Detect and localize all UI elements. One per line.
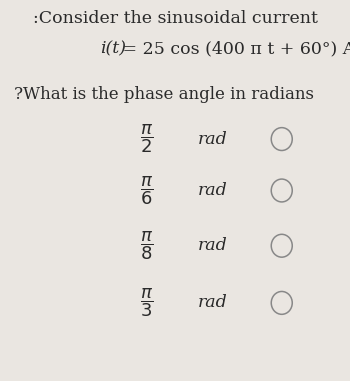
Text: rad: rad [198, 182, 228, 199]
Text: ?What is the phase angle in radians: ?What is the phase angle in radians [14, 86, 314, 103]
Text: rad: rad [198, 295, 228, 311]
Text: rad: rad [198, 131, 228, 147]
Text: $\dfrac{\pi}{6}$: $\dfrac{\pi}{6}$ [140, 174, 154, 207]
Text: $\dfrac{\pi}{3}$: $\dfrac{\pi}{3}$ [140, 287, 154, 319]
Text: $\dfrac{\pi}{8}$: $\dfrac{\pi}{8}$ [140, 229, 154, 262]
Text: $\dfrac{\pi}{2}$: $\dfrac{\pi}{2}$ [140, 123, 154, 155]
Text: = 25 cos (400 π t + 60°) A: = 25 cos (400 π t + 60°) A [117, 40, 350, 57]
Text: :Consider the sinusoidal current: :Consider the sinusoidal current [33, 10, 317, 27]
Text: rad: rad [198, 237, 228, 254]
Text: i(t): i(t) [100, 40, 126, 57]
